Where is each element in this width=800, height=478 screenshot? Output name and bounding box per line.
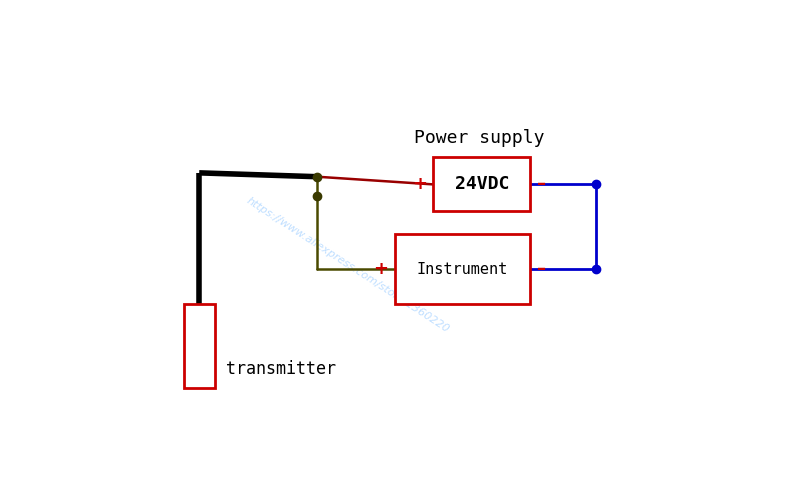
Text: –: – — [537, 260, 546, 278]
Text: 24VDC: 24VDC — [454, 175, 509, 194]
Bar — [434, 157, 530, 211]
Text: –: – — [537, 175, 546, 194]
Bar — [394, 235, 530, 304]
Bar — [184, 304, 214, 389]
Text: https://www.aliexpress.com/store/1360220: https://www.aliexpress.com/store/1360220 — [245, 196, 451, 335]
Text: +: + — [374, 260, 388, 278]
Text: Instrument: Instrument — [417, 261, 508, 277]
Text: +: + — [412, 175, 427, 194]
Text: Power supply: Power supply — [414, 129, 545, 147]
Text: transmitter: transmitter — [226, 360, 335, 378]
